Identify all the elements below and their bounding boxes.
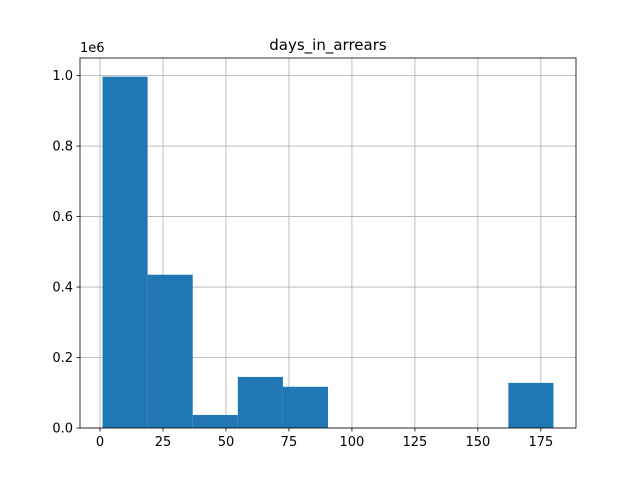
x-tick-label: 150 (465, 435, 490, 450)
x-tick-label: 0 (96, 435, 104, 450)
x-tick-label: 50 (218, 435, 235, 450)
bars-layer (102, 76, 554, 428)
y-tick-label: 1.0 (52, 69, 73, 84)
chart-title: days_in_arrears (269, 36, 387, 55)
y-offset-label: 1e6 (80, 41, 105, 56)
x-tick-label: 25 (155, 435, 172, 450)
y-axis: 0.0 0.2 0.4 0.6 0.8 1.0 (52, 69, 80, 437)
y-tick-label: 0.8 (52, 140, 73, 155)
axes-frame (79, 57, 577, 429)
histogram-bar (508, 382, 554, 428)
y-tick-label: 0.4 (52, 281, 73, 296)
histogram-bar (147, 274, 193, 428)
histogram-bar (237, 376, 283, 428)
x-tick-label: 175 (528, 435, 553, 450)
y-tick-label: 0.2 (52, 351, 73, 366)
x-tick-label: 75 (281, 435, 298, 450)
histogram-bar (282, 386, 328, 428)
y-tick-label: 0.0 (52, 422, 73, 437)
histogram-bar (192, 414, 238, 428)
x-tick-label: 125 (402, 435, 427, 450)
y-tick-label: 0.6 (52, 210, 73, 225)
histogram-bar (102, 76, 148, 428)
x-axis: 0 25 50 75 100 125 150 175 (96, 428, 553, 450)
x-tick-label: 100 (340, 435, 365, 450)
